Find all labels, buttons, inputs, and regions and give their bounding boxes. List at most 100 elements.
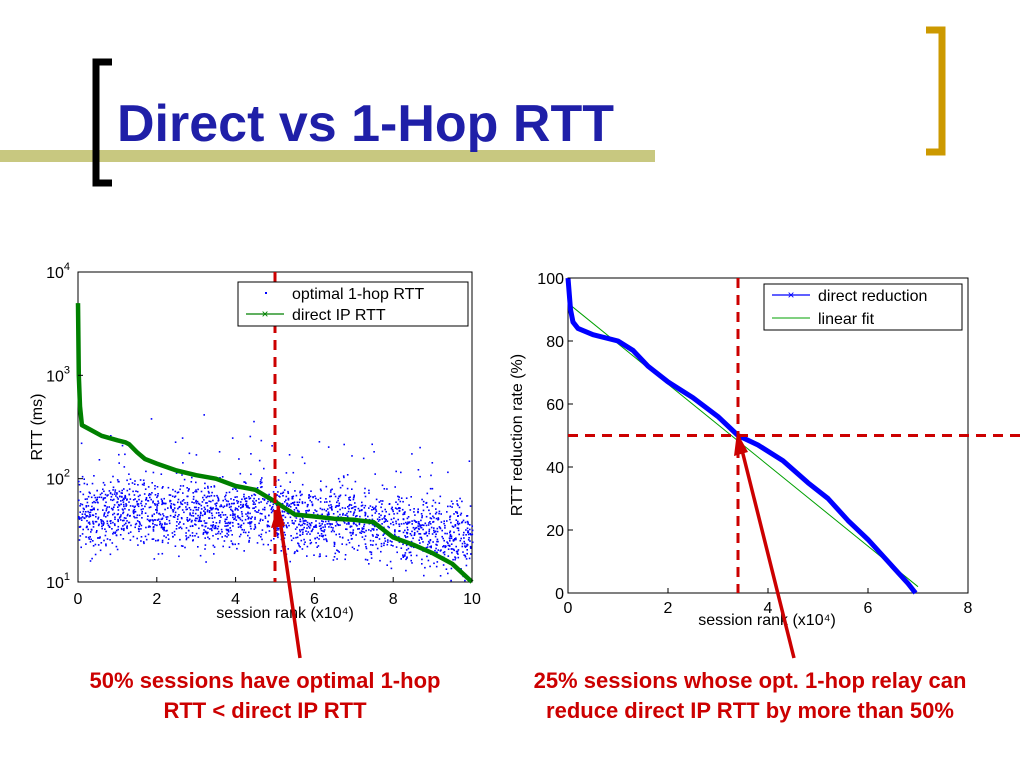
scatter-point bbox=[205, 531, 208, 534]
scatter-point bbox=[226, 536, 228, 538]
scatter-point bbox=[151, 482, 153, 484]
scatter-point bbox=[252, 500, 254, 502]
scatter-point bbox=[113, 512, 116, 515]
scatter-point bbox=[225, 491, 228, 494]
scatter-point bbox=[251, 494, 253, 497]
scatter-point bbox=[96, 501, 99, 503]
scatter-point bbox=[134, 516, 136, 519]
scatter-point bbox=[465, 558, 468, 560]
scatter-point bbox=[123, 505, 125, 508]
scatter-point bbox=[87, 505, 90, 507]
scatter-point bbox=[225, 528, 228, 531]
scatter-point bbox=[216, 528, 219, 530]
scatter-point bbox=[118, 517, 121, 519]
scatter-point bbox=[120, 503, 122, 506]
scatter-point bbox=[316, 546, 318, 548]
scatter-point bbox=[195, 500, 197, 503]
scatter-point bbox=[435, 551, 438, 554]
scatter-point bbox=[234, 518, 236, 520]
scatter-point bbox=[373, 451, 375, 453]
scatter-point bbox=[179, 526, 182, 528]
scatter-point bbox=[137, 544, 139, 546]
scatter-point bbox=[163, 497, 165, 500]
scatter-point bbox=[192, 495, 195, 498]
scatter-point bbox=[119, 515, 122, 518]
scatter-point bbox=[329, 523, 332, 525]
y-tick-label: 101 bbox=[46, 571, 70, 592]
scatter-point bbox=[295, 494, 298, 497]
scatter-point bbox=[457, 523, 460, 526]
scatter-point bbox=[206, 505, 209, 507]
scatter-point bbox=[235, 488, 237, 490]
scatter-point bbox=[321, 520, 323, 522]
scatter-point bbox=[87, 495, 90, 498]
scatter-point bbox=[457, 527, 460, 530]
scatter-point bbox=[276, 494, 278, 496]
scatter-point bbox=[144, 488, 147, 490]
scatter-point bbox=[387, 541, 389, 543]
scatter-point bbox=[188, 488, 190, 490]
scatter-point bbox=[96, 530, 98, 532]
scatter-point bbox=[116, 501, 118, 504]
scatter-point bbox=[334, 525, 337, 527]
scatter-point bbox=[336, 523, 339, 525]
x-tick-label: 4 bbox=[231, 591, 240, 608]
scatter-point bbox=[161, 539, 164, 542]
scatter-point bbox=[404, 554, 406, 556]
scatter-point bbox=[441, 529, 443, 532]
scatter-point bbox=[364, 504, 367, 507]
scatter-point bbox=[463, 554, 465, 556]
scatter-point bbox=[79, 535, 82, 537]
scatter-point bbox=[287, 492, 290, 494]
scatter-point bbox=[261, 477, 263, 479]
scatter-point bbox=[247, 505, 249, 507]
scatter-point bbox=[100, 522, 103, 525]
scatter-point bbox=[336, 510, 339, 513]
scatter-point bbox=[93, 508, 95, 511]
scatter-point bbox=[417, 508, 419, 510]
scatter-point bbox=[166, 523, 168, 525]
scatter-point bbox=[342, 512, 344, 515]
scatter-point bbox=[426, 506, 429, 508]
scatter-point bbox=[192, 509, 195, 512]
scatter-point bbox=[405, 536, 407, 539]
scatter-point bbox=[263, 508, 266, 511]
scatter-point bbox=[197, 502, 200, 505]
scatter-point bbox=[337, 550, 339, 552]
scatter-point bbox=[140, 500, 143, 503]
scatter-point bbox=[243, 495, 245, 498]
scatter-point bbox=[194, 517, 197, 520]
scatter-point bbox=[80, 442, 83, 445]
scatter-point bbox=[450, 500, 453, 503]
scatter-point bbox=[425, 524, 428, 527]
scatter-point bbox=[156, 511, 158, 514]
scatter-point bbox=[100, 496, 103, 499]
scatter-point bbox=[365, 547, 368, 550]
scatter-point bbox=[386, 564, 388, 566]
scatter-point bbox=[223, 540, 226, 542]
scatter-point bbox=[248, 539, 250, 542]
scatter-point bbox=[325, 498, 327, 500]
scatter-point bbox=[469, 547, 472, 549]
scatter-point bbox=[432, 541, 434, 543]
scatter-point bbox=[232, 510, 234, 513]
scatter-point bbox=[271, 507, 273, 509]
scatter-point bbox=[384, 520, 387, 523]
scatter-point bbox=[175, 525, 178, 527]
scatter-point bbox=[139, 494, 141, 497]
scatter-point bbox=[464, 545, 466, 547]
scatter-point bbox=[123, 523, 126, 526]
scatter-point bbox=[89, 492, 91, 495]
scatter-point bbox=[429, 517, 432, 519]
scatter-point bbox=[240, 507, 242, 509]
scatter-point bbox=[112, 533, 114, 535]
scatter-point bbox=[436, 530, 439, 533]
scatter-point bbox=[241, 506, 244, 508]
scatter-point bbox=[99, 549, 102, 552]
scatter-point bbox=[173, 516, 176, 518]
scatter-point bbox=[101, 527, 103, 530]
scatter-point bbox=[249, 521, 251, 523]
scatter-point bbox=[450, 579, 452, 582]
scatter-point bbox=[366, 559, 369, 561]
scatter-point bbox=[179, 505, 181, 508]
